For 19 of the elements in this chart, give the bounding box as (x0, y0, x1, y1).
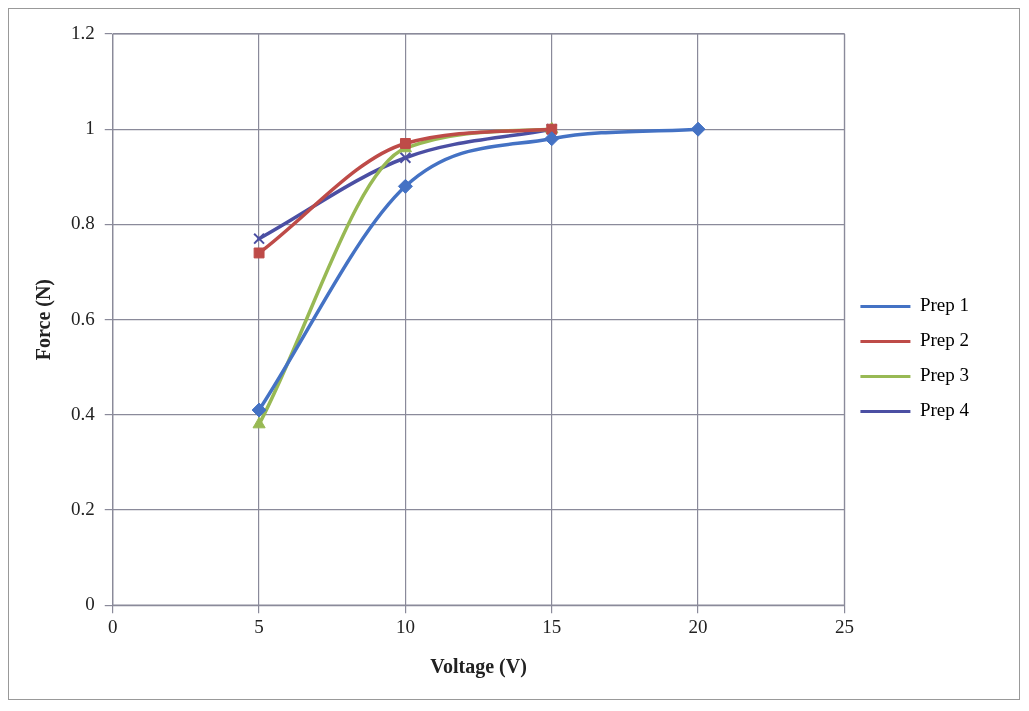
x-tick-label: 15 (542, 615, 562, 637)
legend-label: Prep 4 (919, 399, 970, 421)
legend-label: Prep 2 (919, 329, 969, 351)
x-tick-label: 10 (395, 615, 415, 637)
y-tick-label: 0.2 (71, 497, 95, 519)
legend-label: Prep 3 (919, 364, 969, 386)
x-tick-label: 25 (834, 615, 854, 637)
legend-label: Prep 1 (919, 294, 969, 316)
y-tick-label: 1.2 (71, 21, 95, 43)
y-tick-label: 0.6 (71, 307, 95, 329)
y-tick-label: 0 (85, 593, 95, 615)
x-axis-title: Voltage (V) (430, 655, 527, 679)
x-tick-label: 0 (108, 615, 118, 637)
x-tick-label: 20 (688, 615, 708, 637)
y-tick-label: 1 (85, 117, 95, 139)
y-tick-label: 0.8 (71, 212, 95, 234)
y-tick-label: 0.4 (71, 402, 96, 424)
y-axis-title: Force (N) (32, 278, 56, 361)
x-tick-label: 5 (254, 615, 264, 637)
